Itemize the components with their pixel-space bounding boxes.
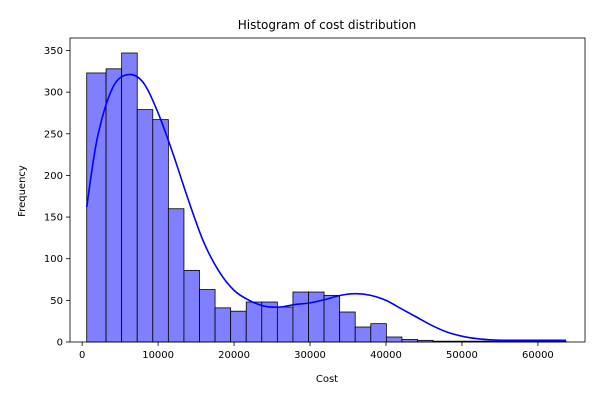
- histogram-bar: [308, 291, 325, 343]
- x-tick-label: 10000: [142, 350, 174, 361]
- y-axis-label: Frequency: [17, 165, 28, 217]
- histogram-bar: [245, 301, 263, 343]
- kde-curve: [85, 73, 567, 342]
- histogram-bar: [121, 52, 138, 343]
- histogram-bar: [136, 109, 154, 343]
- y-tick-label: 250: [44, 129, 63, 140]
- histogram-bar: [152, 119, 169, 343]
- x-tick-label: 0: [79, 350, 85, 361]
- x-tick-label: 40000: [370, 350, 402, 361]
- x-tick-label: 50000: [446, 350, 478, 361]
- x-tick-label: 60000: [522, 350, 554, 361]
- histogram-bar: [167, 208, 185, 343]
- y-tick-label: 350: [44, 46, 63, 57]
- y-tick-label: 0: [57, 338, 63, 349]
- x-tick-label: 30000: [294, 350, 326, 361]
- histogram-bar: [292, 291, 309, 343]
- histogram-bar: [323, 294, 341, 343]
- chart-title: Histogram of cost distribution: [238, 18, 417, 32]
- histogram-bar: [370, 323, 387, 343]
- x-tick-label: 20000: [218, 350, 250, 361]
- y-tick-label: 150: [44, 213, 63, 224]
- histogram-bar: [354, 326, 372, 343]
- histogram-bar: [339, 311, 356, 343]
- histogram-bar: [276, 306, 294, 343]
- histogram-bar: [261, 301, 278, 343]
- histogram-bars: [86, 52, 567, 343]
- histogram-bar: [105, 68, 123, 343]
- histogram-bar: [199, 289, 216, 343]
- x-axis-label: Cost: [316, 374, 338, 385]
- histogram-bar: [385, 336, 403, 343]
- y-tick-label: 200: [44, 171, 63, 182]
- histogram-bar: [230, 310, 247, 343]
- y-tick-label: 100: [44, 254, 63, 265]
- y-tick-label: 50: [50, 296, 63, 307]
- histogram-bar: [214, 307, 232, 343]
- y-axis: 0 50 100 150 200 250 300 350: [44, 46, 70, 349]
- plot-frame: [69, 37, 586, 343]
- histogram-bar: [183, 269, 200, 343]
- y-tick-label: 300: [44, 88, 63, 99]
- x-axis: 0 10000 20000 30000 40000 50000 60000: [79, 342, 554, 361]
